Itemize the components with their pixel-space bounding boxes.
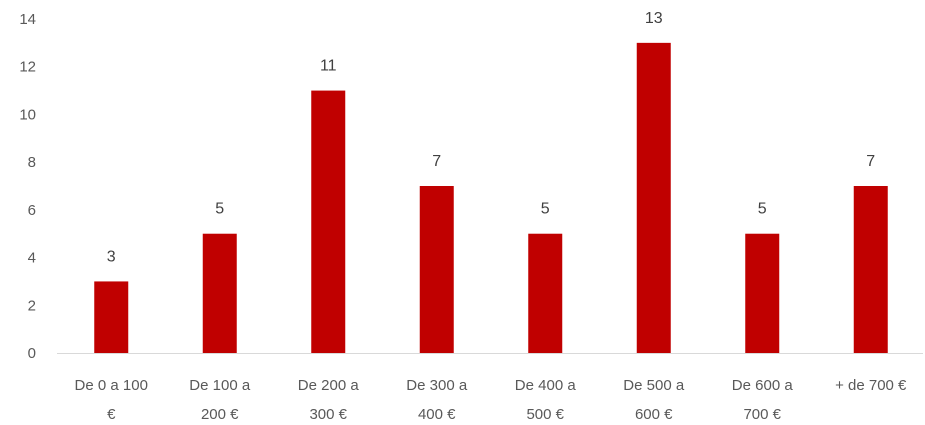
x-category-label: De 400 a 500 € <box>515 377 577 423</box>
data-label: 5 <box>215 201 224 218</box>
y-tick-label: 4 <box>28 250 36 267</box>
y-tick-label: 0 <box>28 345 36 362</box>
x-category-label-line: De 300 a <box>406 377 468 394</box>
bar <box>419 186 454 353</box>
y-tick-label: 6 <box>28 202 36 219</box>
x-category-label-line: 700 € <box>743 406 781 423</box>
x-category-label-line: 200 € <box>201 406 239 423</box>
y-tick-label: 10 <box>19 106 36 123</box>
x-category-label-line: De 0 a 100 <box>75 377 148 394</box>
bar <box>94 281 129 353</box>
y-tick-label: 14 <box>19 11 36 28</box>
data-label: 7 <box>866 153 875 170</box>
y-tick-label: 8 <box>28 154 36 171</box>
x-category-label-line: 500 € <box>526 406 564 423</box>
x-category-label-line: + de 700 € <box>835 377 907 394</box>
x-category-label-line: De 500 a <box>623 377 685 394</box>
x-category-label: De 600 a 700 € <box>732 377 794 423</box>
bar <box>636 42 671 353</box>
x-category-label: De 300 a 400 € <box>406 377 468 423</box>
x-category-label-line: De 200 a <box>298 377 360 394</box>
x-category-label: De 200 a 300 € <box>298 377 360 423</box>
x-category-label: De 0 a 100 € <box>75 377 148 423</box>
y-axis: 0 2 4 6 8 10 12 14 <box>19 11 36 362</box>
x-category-label-line: 400 € <box>418 406 456 423</box>
bar <box>745 233 780 353</box>
data-label: 7 <box>432 153 441 170</box>
x-category-label-line: 300 € <box>309 406 347 423</box>
bar <box>311 90 346 354</box>
bar <box>202 233 237 353</box>
x-category-label-line: De 100 a <box>189 377 251 394</box>
data-label: 11 <box>320 58 337 75</box>
data-label: 3 <box>107 248 116 265</box>
bars: 3 5 11 7 5 13 5 7 <box>94 10 888 354</box>
x-category-label: + de 700 € <box>835 377 907 394</box>
bar <box>528 233 563 353</box>
data-label: 5 <box>541 201 550 218</box>
bar <box>853 186 888 353</box>
x-category-label: De 500 a 600 € <box>623 377 685 423</box>
x-category-label-line: 600 € <box>635 406 673 423</box>
x-category-label-line: € <box>107 406 116 423</box>
x-category-label-line: De 600 a <box>732 377 794 394</box>
y-tick-label: 2 <box>28 297 36 314</box>
data-label: 5 <box>758 201 767 218</box>
data-label: 13 <box>645 10 663 27</box>
y-tick-label: 12 <box>19 59 36 76</box>
x-category-label: De 100 a 200 € <box>189 377 251 423</box>
x-category-label-line: De 400 a <box>515 377 577 394</box>
